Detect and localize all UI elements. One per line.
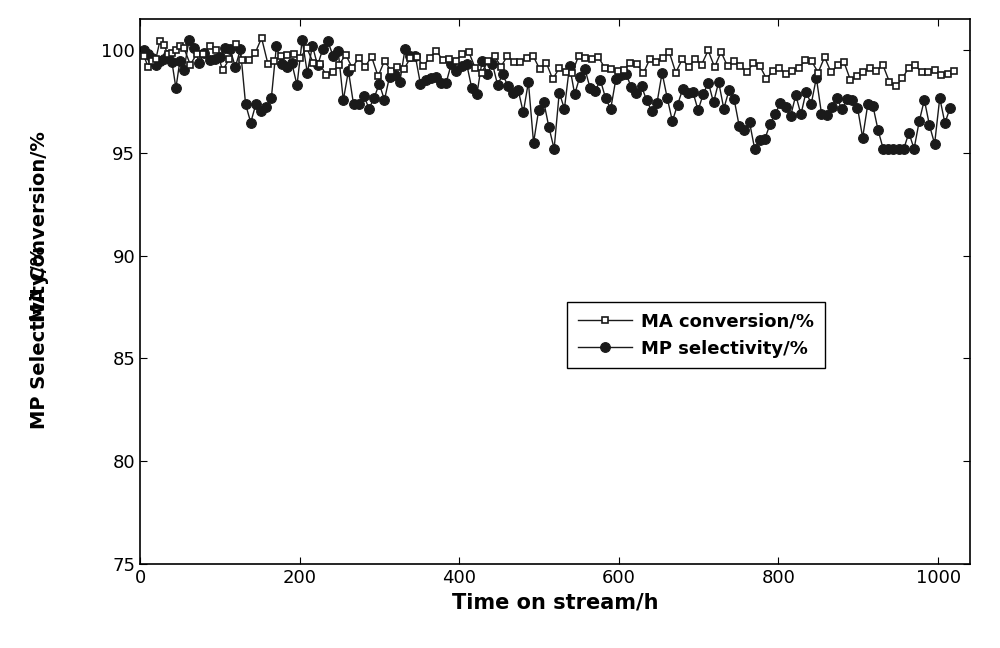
MA conversion/% [734,62,746,70]
MA conversion/% [476,69,488,76]
MP selectivity/% [666,117,678,125]
MA conversion/% [773,64,785,72]
MP selectivity/% [183,36,195,44]
X-axis label: Time on stream/h: Time on stream/h [452,592,658,612]
Legend: MA conversion/%, MP selectivity/%: MA conversion/%, MP selectivity/% [567,302,825,369]
MP selectivity/% [138,47,150,54]
MA conversion/% [256,34,268,42]
MP selectivity/% [363,105,375,113]
Line: MA conversion/%: MA conversion/% [141,34,958,89]
MP selectivity/% [548,145,560,153]
MA conversion/% [138,52,150,60]
MA conversion/% [670,69,682,76]
Line: MP selectivity/%: MP selectivity/% [139,35,955,154]
MP selectivity/% [944,104,956,112]
MP selectivity/% [589,87,601,95]
MA conversion/% [553,64,565,71]
MA conversion/% [948,67,960,75]
MP selectivity/% [296,36,308,44]
Text: MA Conversion/%: MA Conversion/% [30,132,50,322]
Text: MP Selectivity/%: MP Selectivity/% [30,246,50,428]
MA conversion/% [890,82,902,90]
MA conversion/% [346,64,358,72]
MP selectivity/% [913,117,925,125]
MP selectivity/% [805,100,817,108]
